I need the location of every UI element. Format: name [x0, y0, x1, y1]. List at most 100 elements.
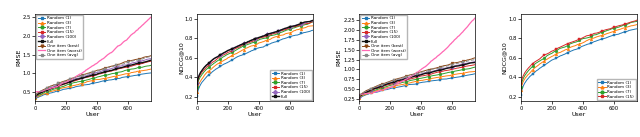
- Line: Random (15): Random (15): [34, 60, 152, 98]
- Full: [447, 67, 454, 68]
- Random (100): [447, 66, 454, 68]
- Random (15): [585, 35, 593, 36]
- Line: One item (avg): One item (avg): [34, 55, 152, 96]
- One item (best): [429, 68, 436, 70]
- One item (best): [54, 83, 61, 85]
- Line: One item (avg): One item (avg): [358, 58, 476, 97]
- Random (7): [429, 75, 436, 76]
- Random (7): [267, 35, 275, 36]
- Random (7): [556, 48, 563, 49]
- Random (15): [99, 72, 107, 74]
- One item (worst): [423, 65, 431, 66]
- Random (7): [147, 65, 155, 66]
- Random (1): [407, 84, 415, 85]
- Legend: Random (1), Random (3), Random (7), Random (15), Random (100), Full, One item (b: Random (1), Random (3), Random (7), Rand…: [360, 15, 407, 59]
- Random (7): [31, 96, 39, 98]
- Random (1): [378, 90, 385, 91]
- Random (3): [267, 38, 275, 40]
- Line: Random (15): Random (15): [358, 63, 476, 98]
- Random (100): [99, 70, 107, 72]
- Random (100): [378, 85, 385, 86]
- One item (worst): [99, 58, 107, 60]
- Random (100): [147, 58, 155, 59]
- Full: [123, 65, 131, 67]
- Random (1): [471, 73, 479, 75]
- One item (best): [471, 57, 479, 59]
- Random (3): [193, 91, 201, 92]
- Random (1): [193, 95, 201, 97]
- Random (3): [471, 71, 479, 72]
- Random (1): [517, 94, 525, 96]
- Random (7): [394, 83, 401, 85]
- Random (1): [429, 80, 436, 82]
- One item (best): [423, 69, 431, 71]
- One item (avg): [378, 84, 385, 86]
- Random (7): [193, 86, 201, 88]
- One item (best): [123, 61, 131, 62]
- Random (7): [105, 74, 113, 75]
- Random (15): [355, 96, 363, 98]
- Random (15): [70, 80, 77, 82]
- Random (7): [471, 66, 479, 68]
- Random (100): [471, 61, 479, 62]
- Random (15): [261, 36, 269, 38]
- Line: Random (100): Random (100): [196, 19, 314, 85]
- One item (avg): [394, 79, 401, 80]
- Random (1): [216, 66, 223, 68]
- Random (3): [394, 85, 401, 86]
- One item (avg): [471, 59, 479, 60]
- Random (3): [31, 98, 39, 99]
- One item (avg): [123, 62, 131, 64]
- Random (15): [309, 21, 317, 22]
- X-axis label: User: User: [248, 112, 262, 117]
- One item (avg): [355, 95, 363, 97]
- Line: One item (best): One item (best): [34, 54, 152, 96]
- Line: Random (7): Random (7): [196, 20, 314, 89]
- Random (1): [394, 86, 401, 88]
- Random (1): [54, 90, 61, 92]
- Random (3): [407, 82, 415, 83]
- Random (1): [147, 72, 155, 74]
- Random (3): [105, 77, 113, 79]
- Random (7): [309, 21, 317, 23]
- One item (best): [105, 66, 113, 68]
- One item (avg): [147, 56, 155, 57]
- One item (worst): [378, 89, 385, 91]
- Line: Random (7): Random (7): [34, 64, 152, 99]
- Random (3): [447, 75, 454, 76]
- Random (15): [591, 32, 598, 34]
- Random (3): [309, 25, 317, 27]
- Random (3): [609, 31, 616, 33]
- Random (15): [423, 74, 431, 76]
- Random (1): [105, 79, 113, 81]
- Random (1): [447, 77, 454, 79]
- Full: [378, 85, 385, 87]
- Random (1): [31, 98, 39, 100]
- Random (3): [216, 62, 223, 64]
- X-axis label: User: User: [572, 112, 586, 117]
- Random (100): [232, 46, 239, 48]
- Y-axis label: NDCG@10: NDCG@10: [502, 41, 507, 74]
- Full: [232, 46, 239, 48]
- One item (best): [378, 83, 385, 85]
- Random (15): [447, 69, 454, 70]
- Random (1): [585, 43, 593, 45]
- Random (1): [633, 28, 640, 30]
- Line: Random (1): Random (1): [520, 27, 638, 96]
- One item (worst): [54, 86, 61, 87]
- Random (7): [540, 58, 547, 60]
- Random (15): [394, 81, 401, 83]
- Legend: Random (1), Random (3), Random (7), Random (15), Random (100), Full, One item (b: Random (1), Random (3), Random (7), Rand…: [36, 15, 83, 59]
- Full: [70, 80, 77, 81]
- X-axis label: User: User: [86, 112, 100, 117]
- Random (15): [31, 96, 39, 98]
- Random (1): [261, 45, 269, 47]
- Random (100): [429, 70, 436, 72]
- Full: [261, 35, 269, 36]
- Random (15): [105, 71, 113, 72]
- Random (1): [99, 80, 107, 82]
- Full: [355, 96, 363, 98]
- Line: Random (3): Random (3): [520, 23, 638, 91]
- One item (worst): [355, 94, 363, 95]
- Full: [394, 80, 401, 82]
